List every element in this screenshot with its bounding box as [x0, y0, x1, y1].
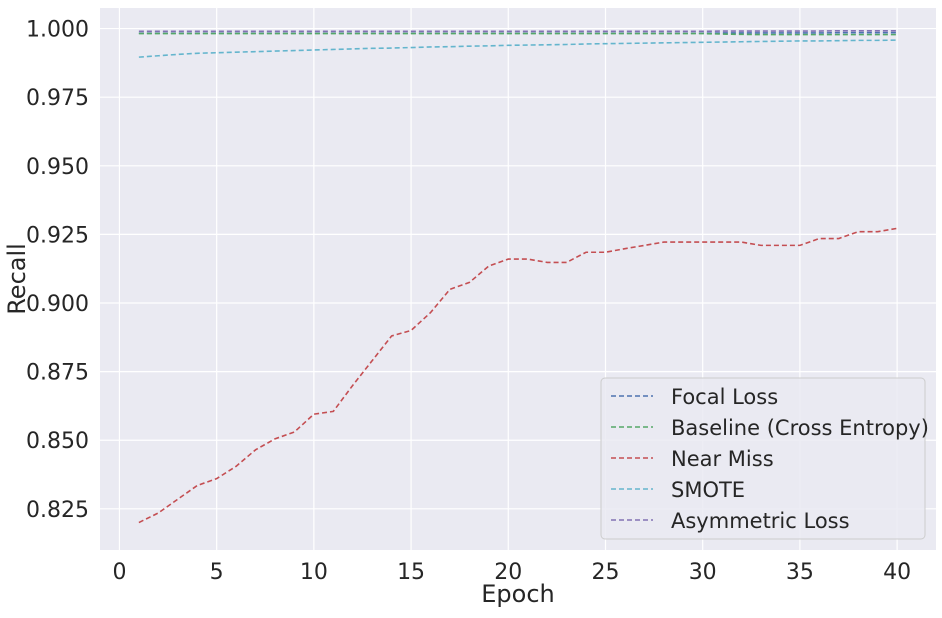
series-line-baseline-cross-entropy — [138, 32, 898, 36]
x-tick-label: 40 — [883, 560, 911, 585]
legend-label: Asymmetric Loss — [671, 509, 850, 533]
y-tick-label: 0.925 — [26, 223, 89, 248]
y-tick-label: 1.000 — [26, 18, 89, 43]
x-tick-label: 5 — [210, 560, 224, 585]
x-tick-label: 0 — [112, 560, 126, 585]
y-tick-label: 0.900 — [26, 292, 89, 317]
x-axis-title: Epoch — [481, 580, 555, 608]
y-tick-label: 0.850 — [26, 429, 89, 454]
x-tick-label: 15 — [397, 560, 425, 585]
legend-label: Focal Loss — [671, 385, 778, 409]
y-axis-title: Recall — [3, 243, 31, 315]
x-tick-label: 30 — [689, 560, 717, 585]
series-layer — [138, 29, 898, 524]
y-tick-label: 0.825 — [26, 498, 89, 523]
legend-label: Baseline (Cross Entropy) — [671, 416, 929, 440]
series-line-asymmetric-loss — [138, 29, 898, 33]
legend-label: SMOTE — [671, 478, 745, 502]
y-tick-label: 0.950 — [26, 155, 89, 180]
legend: Focal Loss Baseline (Cross Entropy) Near M… — [600, 377, 929, 540]
series-line-smote — [138, 39, 898, 58]
y-tick-label: 0.975 — [26, 86, 89, 111]
legend-box — [600, 377, 926, 540]
x-tick-label: 20 — [494, 560, 522, 585]
y-tick-label: 0.875 — [26, 361, 89, 386]
x-tick-label: 10 — [300, 560, 328, 585]
x-tick-label: 35 — [786, 560, 814, 585]
series-line-near-miss — [138, 227, 898, 524]
x-tick-label: 25 — [591, 560, 619, 585]
legend-label: Near Miss — [671, 447, 774, 471]
tick-layer: 0 5 10 15 20 25 30 35 40 0.825 0.850 0.875 0.900 0.92… — [26, 18, 911, 585]
